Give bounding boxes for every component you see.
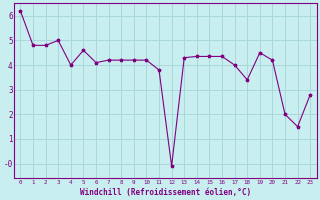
- X-axis label: Windchill (Refroidissement éolien,°C): Windchill (Refroidissement éolien,°C): [80, 188, 251, 197]
